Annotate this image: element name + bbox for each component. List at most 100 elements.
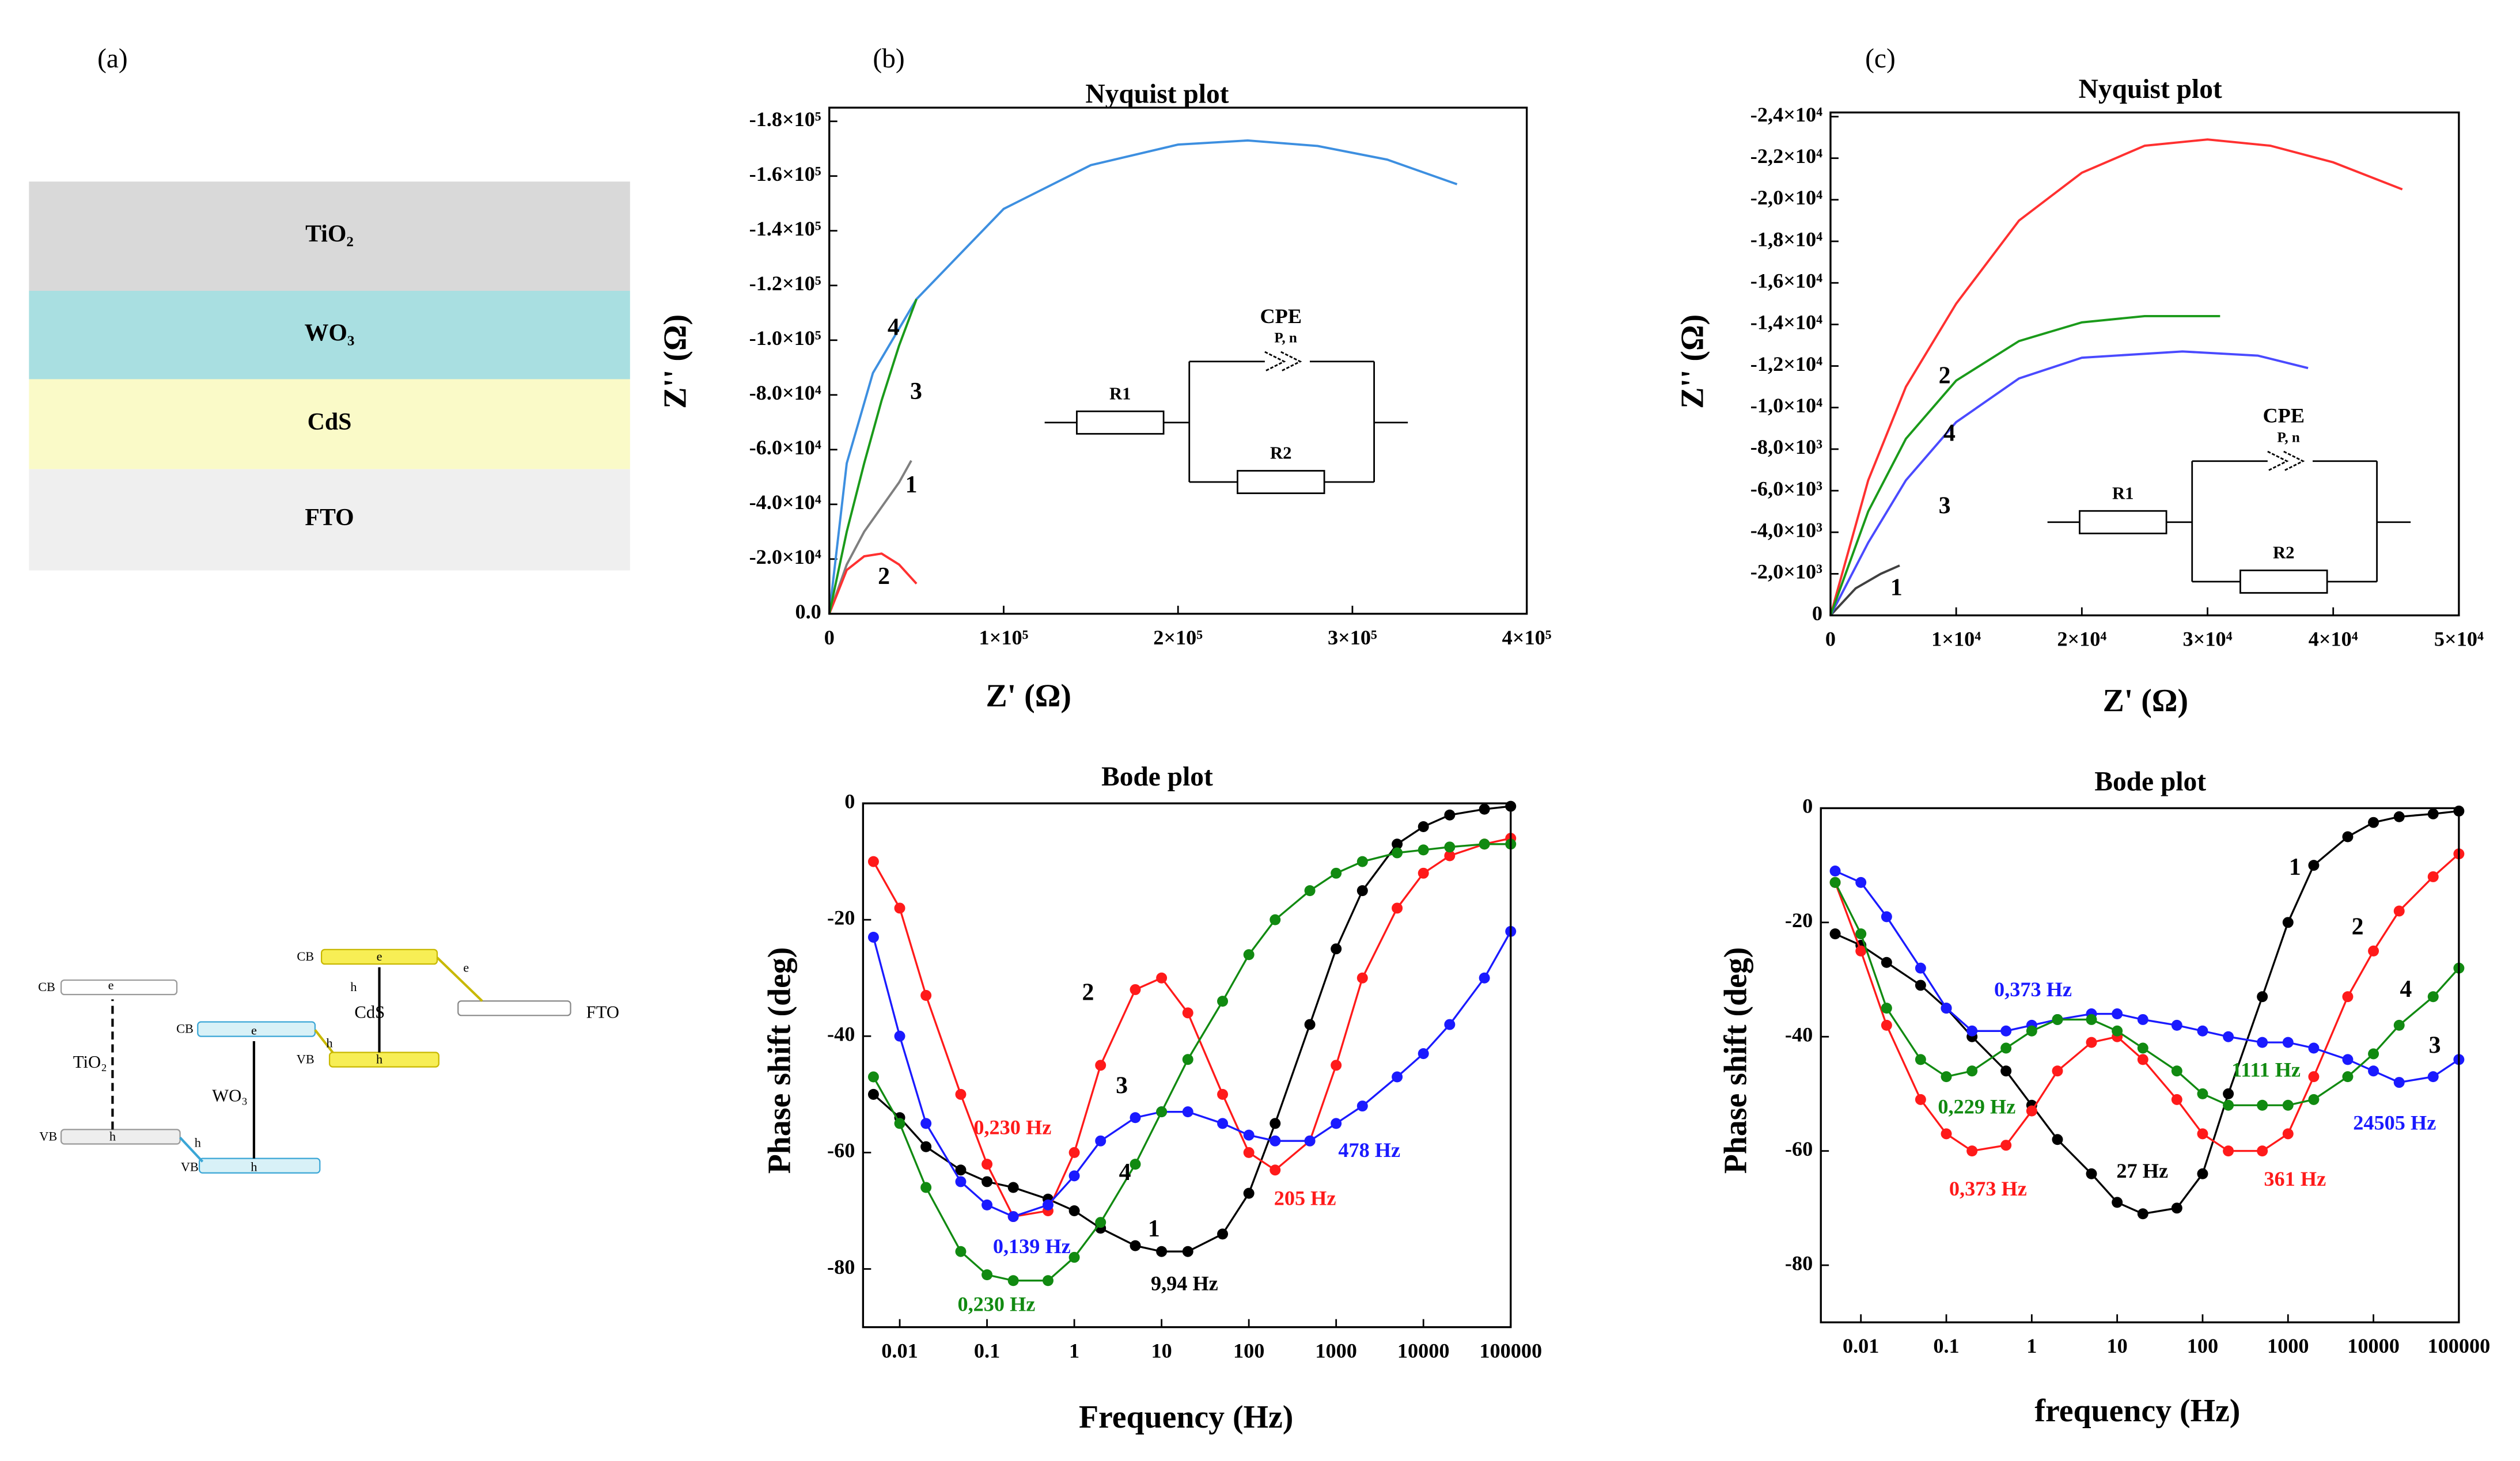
data-point (1217, 996, 1229, 1007)
layer-label: CdS (308, 409, 352, 435)
data-point (1068, 1205, 1080, 1216)
data-point (1479, 972, 1490, 984)
data-point (1829, 928, 1841, 940)
band-label: h (376, 1052, 382, 1067)
data-point (2223, 1031, 2234, 1042)
data-point (867, 1071, 879, 1083)
x-tick-label: 1000 (1315, 1339, 1357, 1363)
x-tick-label: 0.01 (1843, 1334, 1879, 1357)
y-tick-label: -60 (827, 1139, 855, 1162)
data-point (2137, 1054, 2148, 1065)
band-bar (60, 979, 178, 996)
data-point (2000, 1065, 2012, 1077)
circuit-label: R1 (2112, 483, 2134, 503)
data-point (2197, 1128, 2208, 1140)
data-point (2112, 1008, 2123, 1020)
data-point (1095, 1060, 1106, 1071)
circuit-label: R2 (2273, 543, 2295, 563)
band-label: CB (38, 980, 55, 994)
y-tick-label: 0 (844, 790, 855, 813)
circuit-label: CPE (1260, 305, 1302, 328)
data-point (2197, 1168, 2208, 1179)
data-point (1095, 1217, 1106, 1228)
band-label: CB (297, 949, 314, 963)
data-point (2342, 831, 2354, 843)
x-tick-label: 2×10⁵ (1153, 626, 1203, 649)
data-point (2427, 871, 2439, 882)
y-tick-label: -1,6×10⁴ (1750, 270, 1822, 293)
data-point (2171, 1065, 2182, 1077)
y-tick-label: -2,0×10³ (1750, 560, 1822, 583)
annotation: 0,229 Hz (1938, 1095, 2015, 1118)
data-point (1068, 1251, 1080, 1263)
layer (29, 379, 630, 469)
data-point (1881, 1003, 1892, 1014)
data-point (1304, 1135, 1316, 1147)
annotation: 361 Hz (2264, 1167, 2326, 1190)
data-point (1444, 841, 1456, 853)
annotation: 9,94 Hz (1151, 1272, 1218, 1295)
y-tick-label: -1,0×10⁴ (1750, 394, 1822, 417)
data-point (2342, 1071, 2354, 1083)
chart-title: Bode plot (1101, 762, 1213, 792)
data-point (2257, 1145, 2268, 1157)
y-tick-label: -80 (1785, 1251, 1813, 1274)
data-point (2223, 1145, 2234, 1157)
data-point (2308, 1071, 2320, 1083)
data-point (1182, 1054, 1193, 1065)
band-link (436, 957, 483, 1002)
data-point (2368, 1065, 2379, 1077)
series-label: 1 (905, 472, 918, 498)
series-label: 4 (888, 314, 900, 341)
data-point (2052, 1134, 2063, 1145)
data-point (1392, 838, 1403, 850)
band-bar (197, 1021, 316, 1037)
data-point (2137, 1208, 2148, 1220)
band-bar (60, 1129, 181, 1145)
data-point (2000, 1025, 2012, 1037)
data-point (1444, 809, 1456, 821)
data-point (1941, 1003, 1952, 1014)
data-point (1881, 957, 1892, 968)
data-point (1156, 972, 1168, 984)
data-point (1042, 1275, 1054, 1287)
data-point (2257, 1099, 2268, 1111)
x-axis-title: Z' (Ω) (986, 678, 1071, 714)
x-axis-title: Z' (Ω) (2103, 683, 2189, 719)
data-point (1915, 962, 1926, 974)
x-axis-title: Frequency (Hz) (1079, 1399, 1293, 1435)
chart-title: Nyquist plot (1085, 79, 1229, 109)
data-point (982, 1159, 993, 1170)
circuit-label: R1 (1109, 384, 1131, 403)
circuit-wire (2191, 460, 2411, 583)
circuit-wire (1188, 360, 1408, 483)
band-label: h (251, 1159, 257, 1174)
data-point (1356, 1101, 1368, 1112)
data-point (2026, 1105, 2037, 1117)
data-point (1130, 1159, 1141, 1170)
layer-label: FTO (305, 504, 354, 531)
data-point (1007, 1275, 1019, 1287)
x-tick-label: 1 (2026, 1334, 2037, 1357)
band-bar (457, 1000, 571, 1016)
data-point (955, 1246, 967, 1257)
x-tick-label: 1×10⁵ (979, 626, 1029, 649)
x-tick-label: 1000 (2267, 1334, 2309, 1357)
data-point (1855, 876, 1867, 888)
data-point (2112, 1197, 2123, 1208)
y-axis-title: Phase shift (deg) (762, 947, 798, 1174)
band-label: e (251, 1023, 257, 1037)
band-link (314, 1029, 334, 1053)
data-point (2257, 1037, 2268, 1048)
series-line (1829, 564, 1900, 616)
data-point (982, 1199, 993, 1210)
data-point (1479, 838, 1490, 850)
panel-label: (c) (1865, 44, 1896, 74)
series-label: 4 (1119, 1159, 1131, 1186)
x-tick-label: 100 (2187, 1334, 2218, 1357)
data-point (894, 1030, 905, 1042)
x-tick-label: 0 (824, 626, 835, 649)
series-label: 2 (1939, 362, 1951, 389)
